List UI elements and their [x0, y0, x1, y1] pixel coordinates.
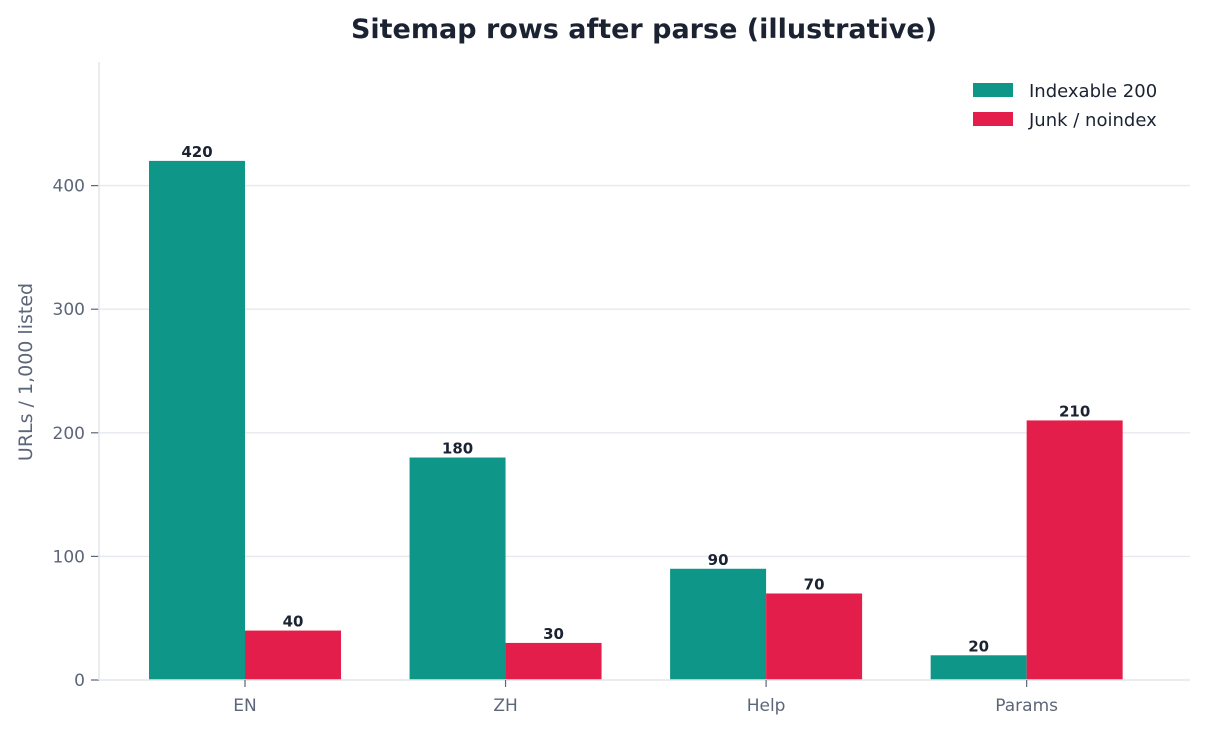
bar-value-label: 210: [1059, 402, 1090, 420]
bar-value-label: 420: [181, 143, 212, 161]
x-tick-label: ZH: [493, 696, 517, 716]
y-tick-label: 100: [53, 547, 85, 567]
legend-label: Indexable 200: [1029, 81, 1157, 102]
bar: [505, 642, 602, 680]
legend-swatch: [973, 112, 1013, 126]
bar: [409, 457, 506, 680]
legend-label: Junk / noindex: [1028, 110, 1157, 131]
x-tick-label: EN: [233, 696, 256, 716]
bar: [1026, 420, 1123, 680]
y-tick-label: 200: [53, 424, 85, 444]
bar-value-label: 180: [442, 440, 473, 458]
grid-lines: [99, 184, 1190, 558]
data-labels: 420 40 180 30 90 70 20 210: [181, 143, 1090, 655]
y-tick-label: 400: [53, 177, 85, 197]
x-tick-label: Params: [995, 696, 1058, 716]
bar-value-label: 20: [968, 637, 989, 655]
bar: [670, 568, 767, 680]
y-tick-label: 300: [53, 300, 85, 320]
bar-value-label: 30: [543, 625, 564, 643]
legend: Indexable 200 Junk / noindex: [973, 81, 1157, 131]
axes: 0 100 200 300 400 EN ZH Help Params: [53, 62, 1190, 716]
bar-value-label: 90: [708, 551, 729, 569]
x-tick-label: Help: [747, 696, 786, 716]
bar: [930, 655, 1027, 680]
bars: [149, 160, 1123, 680]
bar: [245, 630, 341, 680]
y-axis-label: URLs / 1,000 listed: [15, 283, 37, 461]
bar-value-label: 70: [804, 575, 825, 593]
y-tick-label: 0: [74, 671, 85, 691]
bar: [766, 593, 863, 680]
bar-value-label: 40: [283, 613, 304, 631]
chart-title: Sitemap rows after parse (illustrative): [351, 14, 937, 45]
legend-swatch: [973, 83, 1013, 97]
bar: [149, 160, 245, 680]
